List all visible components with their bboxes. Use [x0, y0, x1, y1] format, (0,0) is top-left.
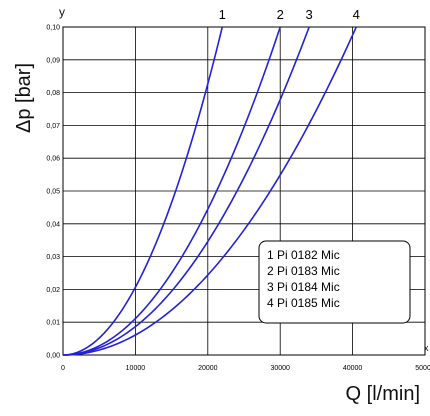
y-tick-label: 0,05 — [46, 189, 60, 196]
y-tick-label: 0,04 — [46, 221, 60, 228]
curve-number-2: 2 — [277, 7, 284, 22]
curve-series-2 — [62, 26, 281, 356]
tick-labels: 0,00 0,01 0,02 0,03 0,04 0,05 0,06 0,07 0,08 0,09… — [46, 25, 430, 373]
curve-series-3 — [62, 26, 310, 356]
legend-entry: 1 Pi 0182 Mic — [267, 248, 340, 262]
legend-entry: 4 Pi 0185 Mic — [267, 296, 340, 310]
y-axis-title: Δp [bar] — [13, 63, 35, 133]
y-tick-label: 0,02 — [46, 287, 60, 294]
curve-series-4 — [62, 26, 357, 356]
y-axis-letter: y — [59, 5, 65, 19]
curve-number-4: 4 — [353, 7, 360, 22]
x-axis-title: Q [l/min] — [346, 383, 420, 405]
curve-number-1: 1 — [219, 7, 226, 22]
y-tick-label: 0,09 — [46, 57, 60, 64]
curves — [62, 26, 357, 356]
plot-border — [62, 26, 426, 356]
x-tick-label: 40000 — [343, 365, 363, 372]
legend-entry: 3 Pi 0184 Mic — [267, 280, 340, 294]
legend: 1 Pi 0182 Mic 2 Pi 0183 Mic 3 Pi 0184 Mic 4… — [258, 240, 411, 324]
y-tick-label: 0,08 — [46, 90, 60, 97]
y-tick-label: 0,07 — [46, 123, 60, 130]
y-tick-label: 0,03 — [46, 254, 60, 261]
x-tick-label: 10000 — [126, 365, 146, 372]
x-tick-label: 0 — [61, 365, 65, 372]
y-tick-label: 0,10 — [46, 25, 60, 32]
curve-labels: 1 2 3 4 — [219, 7, 360, 22]
y-tick-label: 0,00 — [46, 353, 60, 360]
x-tick-label: 50000 — [415, 365, 430, 372]
y-tick-label: 0,01 — [46, 320, 60, 327]
x-tick-label: 20000 — [198, 365, 218, 372]
y-tick-label: 0,06 — [46, 156, 60, 163]
plot-frame — [62, 26, 426, 356]
x-axis-letter: x — [424, 343, 429, 353]
curve-number-3: 3 — [306, 7, 313, 22]
x-tick-label: 30000 — [270, 365, 290, 372]
curve-series-1 — [62, 26, 224, 356]
legend-box — [258, 240, 411, 324]
legend-entry: 2 Pi 0183 Mic — [267, 264, 340, 278]
